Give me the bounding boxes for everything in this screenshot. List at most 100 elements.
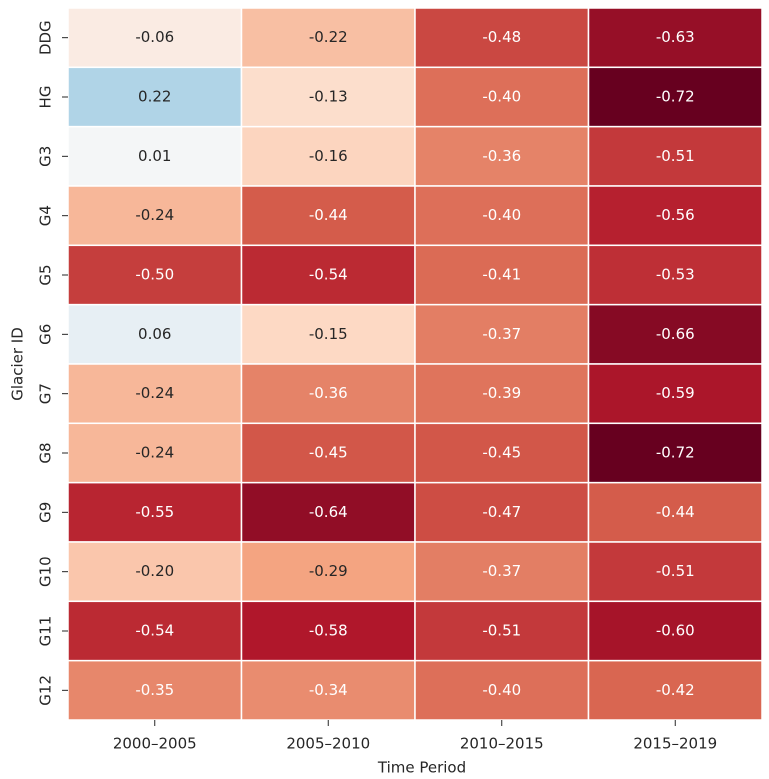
heatmap-cell [587, 541, 763, 603]
heatmap-cell [414, 7, 590, 69]
cell-label: -0.37 [482, 562, 521, 580]
cell-label: -0.24 [135, 384, 174, 402]
heatmap-cell [587, 303, 763, 365]
heatmap-cell [587, 66, 763, 128]
y-tick-label: DDG [37, 20, 55, 55]
cell-label: -0.34 [309, 681, 348, 699]
heatmap-cell [414, 659, 590, 721]
heatmap-cell [240, 244, 416, 306]
y-tick-label: G12 [37, 675, 55, 706]
cell-label: -0.51 [656, 147, 695, 165]
cell-label: -0.51 [656, 562, 695, 580]
y-tick-label: G3 [37, 146, 55, 167]
cell-label: -0.54 [309, 266, 348, 284]
heatmap-cell [240, 7, 416, 69]
heatmap-cell [414, 422, 590, 484]
y-tick-label: G5 [37, 264, 55, 285]
cell-label: -0.45 [482, 444, 521, 462]
heatmap-cell [67, 363, 243, 425]
heatmap-cell [240, 185, 416, 247]
cell-label: -0.24 [135, 444, 174, 462]
cell-label: -0.72 [656, 444, 695, 462]
heatmap-cell [587, 659, 763, 721]
heatmap-cell [67, 303, 243, 365]
cell-label: -0.40 [482, 681, 521, 699]
cell-label: -0.16 [309, 147, 348, 165]
cell-label: -0.20 [135, 562, 174, 580]
heatmap-cell [414, 600, 590, 662]
cell-label: -0.40 [482, 88, 521, 106]
cell-label: -0.29 [309, 562, 348, 580]
heatmap-cell [240, 125, 416, 187]
heatmap-cell [414, 363, 590, 425]
cell-label: -0.50 [135, 266, 174, 284]
cell-label: -0.47 [482, 503, 521, 521]
cell-label: -0.40 [482, 206, 521, 224]
cell-label: -0.22 [309, 28, 348, 46]
cell-label: -0.36 [482, 147, 521, 165]
heatmap-cell [587, 7, 763, 69]
y-tick-label: G4 [37, 205, 55, 226]
heatmap-cell [414, 541, 590, 603]
x-tick-label: 2015–2019 [633, 735, 717, 753]
heatmap-cell [414, 244, 590, 306]
heatmap-cell [67, 422, 243, 484]
cell-label: -0.13 [309, 88, 348, 106]
y-tick-label: G10 [37, 556, 55, 587]
cell-label: -0.55 [135, 503, 174, 521]
cell-label: -0.37 [482, 325, 521, 343]
heatmap-cell [240, 303, 416, 365]
cell-label: -0.63 [656, 28, 695, 46]
heatmap-cell [67, 7, 243, 69]
cell-label: -0.64 [309, 503, 348, 521]
x-tick-label: 2005–2010 [286, 735, 370, 753]
cell-label: -0.54 [135, 622, 174, 640]
cell-label: -0.56 [656, 206, 695, 224]
cell-label: -0.06 [135, 28, 174, 46]
heatmap-cell [67, 659, 243, 721]
cell-label: -0.44 [309, 206, 348, 224]
cell-label: 0.22 [138, 88, 171, 106]
x-axis-label: Time Period [377, 759, 466, 777]
cell-label: -0.24 [135, 206, 174, 224]
heatmap-cell [240, 66, 416, 128]
heatmap-cell [587, 185, 763, 247]
heatmap-cell [587, 125, 763, 187]
y-tick-label: G7 [37, 383, 55, 404]
x-tick-label: 2000–2005 [113, 735, 197, 753]
heatmap-cell [587, 363, 763, 425]
cell-label: -0.58 [309, 622, 348, 640]
cell-label: 0.06 [138, 325, 171, 343]
cell-label: 0.01 [138, 147, 171, 165]
cell-label: -0.15 [309, 325, 348, 343]
y-tick-label: G8 [37, 442, 55, 463]
cell-label: -0.66 [656, 325, 695, 343]
heatmap-cell [240, 659, 416, 721]
cell-label: -0.60 [656, 622, 695, 640]
y-tick-label: G6 [37, 324, 55, 345]
cell-label: -0.48 [482, 28, 521, 46]
cell-label: -0.59 [656, 384, 695, 402]
cell-label: -0.45 [309, 444, 348, 462]
cell-label: -0.72 [656, 88, 695, 106]
heatmap-cell [587, 481, 763, 543]
y-axis-label: Glacier ID [9, 327, 27, 401]
cell-label: -0.36 [309, 384, 348, 402]
y-tick-label: G11 [37, 616, 55, 647]
cell-label: -0.51 [482, 622, 521, 640]
cell-label: -0.53 [656, 266, 695, 284]
heatmap-cell [587, 244, 763, 306]
heatmap-cell [67, 541, 243, 603]
cell-label: -0.41 [482, 266, 521, 284]
y-tick-label: HG [37, 86, 55, 109]
x-tick-label: 2010–2015 [460, 735, 544, 753]
heatmap-cell [240, 600, 416, 662]
cell-label: -0.42 [656, 681, 695, 699]
heatmap-cell [587, 600, 763, 662]
y-tick-label: G9 [37, 502, 55, 523]
cell-label: -0.35 [135, 681, 174, 699]
cell-label: -0.39 [482, 384, 521, 402]
heatmap-cell [414, 303, 590, 365]
cell-label: -0.44 [656, 503, 695, 521]
